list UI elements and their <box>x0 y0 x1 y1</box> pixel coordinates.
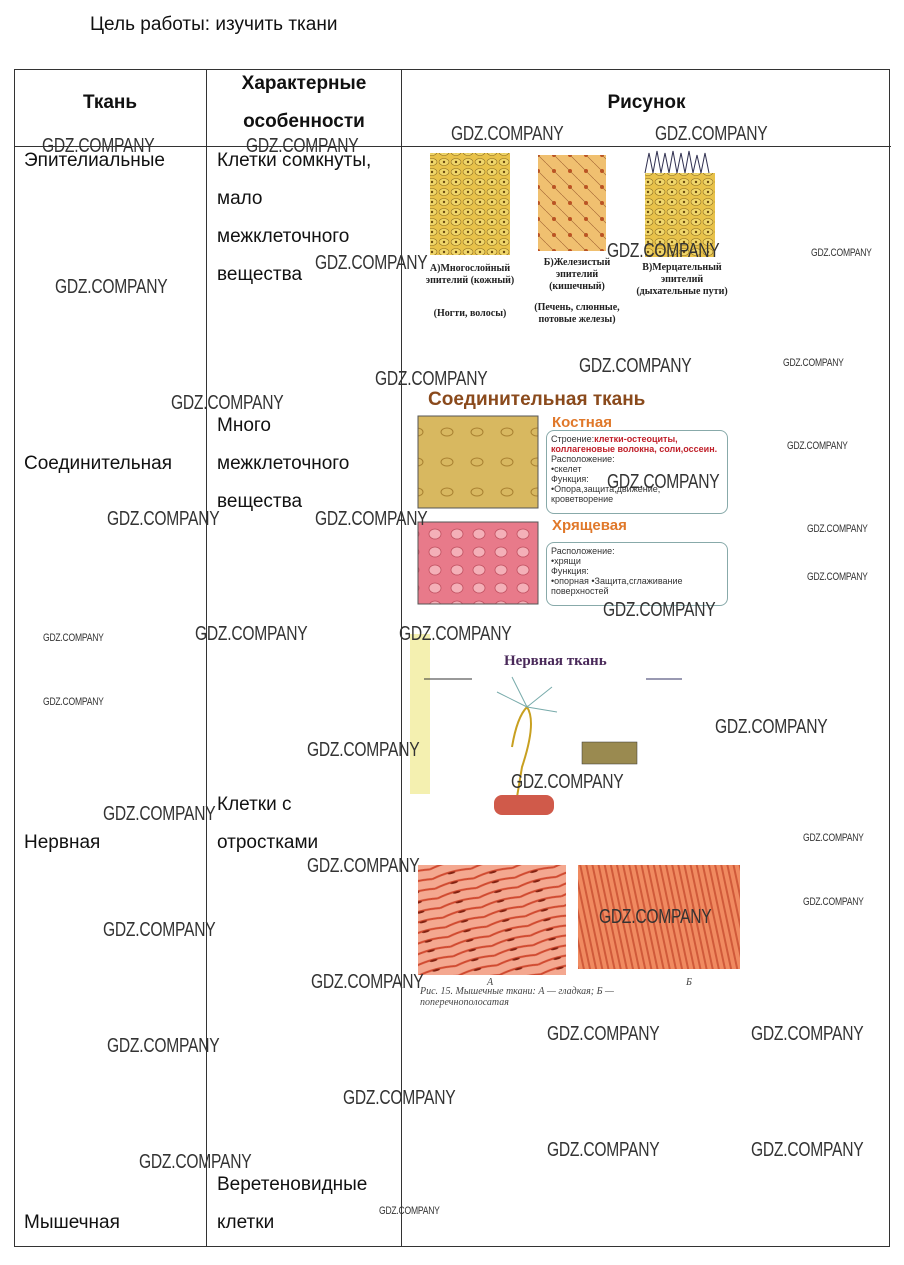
watermark: GDZ.COMPANY <box>399 623 512 645</box>
value: •опорная •Защита,сглаживание поверхносте… <box>551 576 683 596</box>
figure-letter: А <box>487 977 494 988</box>
striated-muscle-image <box>578 865 740 969</box>
epithelium-image <box>430 153 510 255</box>
watermark: GDZ.COMPANY <box>311 971 424 993</box>
bone-image <box>417 415 539 509</box>
tissue-feature: Клетки сомкнуты, мало межклеточного веще… <box>217 150 372 285</box>
watermark: GDZ.COMPANY <box>451 123 564 145</box>
watermark: GDZ.COMPANY <box>103 803 216 825</box>
watermark: GDZ.COMPANY <box>315 252 428 274</box>
epithelium-image <box>645 173 715 257</box>
watermark: GDZ.COMPANY <box>379 1205 440 1217</box>
watermark: GDZ.COMPANY <box>607 471 720 493</box>
watermark: GDZ.COMPANY <box>103 919 216 941</box>
figure-note: (Печень, слюнные, потовые железы) <box>534 302 620 325</box>
column-divider <box>401 69 402 1247</box>
value: •скелет <box>551 464 582 474</box>
epithelium-image <box>538 155 606 251</box>
watermark: GDZ.COMPANY <box>55 276 168 298</box>
watermark: GDZ.COMPANY <box>783 357 844 369</box>
figure-caption: Рис. 15. Мышечные ткани: А — гладкая; Б … <box>420 986 614 1008</box>
watermark: GDZ.COMPANY <box>603 599 716 621</box>
header-cell: Характерные особенности <box>241 73 367 132</box>
tissue-name: Эпителиальные <box>24 150 165 171</box>
figure-caption: Б)Железистый эпителий (кишечный) <box>543 257 611 292</box>
nerve-title: Нервная ткань <box>504 653 607 669</box>
watermark: GDZ.COMPANY <box>607 240 720 262</box>
cartilage-box: Расположение: •хрящи Функция: •опорная •… <box>546 542 728 606</box>
watermark: GDZ.COMPANY <box>246 135 359 157</box>
watermark: GDZ.COMPANY <box>807 571 868 583</box>
label: Расположение: <box>551 546 615 556</box>
tissue-name: Соединительная <box>24 453 173 474</box>
nerve-bg <box>410 634 430 794</box>
watermark: GDZ.COMPANY <box>375 368 488 390</box>
watermark: GDZ.COMPANY <box>107 1035 220 1057</box>
value: •Опора,защита,движение, кроветворение <box>551 484 661 504</box>
value: клетки-остеоциты, коллагеновые волокна, … <box>551 434 718 454</box>
figure-letter: Б <box>686 977 692 988</box>
watermark: GDZ.COMPANY <box>43 696 104 708</box>
watermark: GDZ.COMPANY <box>307 739 420 761</box>
header-divider <box>14 146 891 147</box>
watermark: GDZ.COMPANY <box>171 392 284 414</box>
tissue-feature: Много межклеточного вещества <box>217 415 350 512</box>
watermark: GDZ.COMPANY <box>343 1087 456 1109</box>
watermark: GDZ.COMPANY <box>751 1023 864 1045</box>
tissue-feature: Клетки с отростками <box>217 794 319 853</box>
bone-title: Костная <box>552 414 612 431</box>
watermark: GDZ.COMPANY <box>107 508 220 530</box>
smooth-muscle-image <box>418 865 566 975</box>
header-cell: Ткань <box>82 92 138 113</box>
watermark: GDZ.COMPANY <box>599 906 712 928</box>
watermark: GDZ.COMPANY <box>715 716 828 738</box>
watermark: GDZ.COMPANY <box>42 135 155 157</box>
watermark: GDZ.COMPANY <box>803 896 864 908</box>
watermark: GDZ.COMPANY <box>195 623 308 645</box>
tissue-name: Нервная <box>24 832 101 853</box>
tissue-feature: Веретеновидные клетки <box>217 1174 368 1233</box>
watermark: GDZ.COMPANY <box>787 440 848 452</box>
watermark: GDZ.COMPANY <box>547 1139 660 1161</box>
figure-caption: А)Многослойный эпителий (кожный) <box>425 263 515 286</box>
connective-title: Соединительная ткань <box>428 389 646 410</box>
column-divider <box>206 69 207 1247</box>
watermark: GDZ.COMPANY <box>43 632 104 644</box>
watermark: GDZ.COMPANY <box>803 832 864 844</box>
figure-note: (Ногти, волосы) <box>433 308 507 319</box>
label: Функция: <box>551 566 589 576</box>
watermark: GDZ.COMPANY <box>579 355 692 377</box>
watermark: GDZ.COMPANY <box>511 771 624 793</box>
illustrations <box>410 150 740 975</box>
value: •хрящи <box>551 556 581 566</box>
tissue-name: Мышечная <box>24 1212 120 1233</box>
heading: Цель работы: изучить ткани <box>90 14 338 35</box>
label: Расположение: <box>551 454 615 464</box>
label: Функция: <box>551 474 589 484</box>
bone-box: Строение:клетки-остеоциты, коллагеновые … <box>546 430 728 514</box>
cartilage-image <box>417 521 539 605</box>
label: Строение: <box>551 434 595 444</box>
watermark: GDZ.COMPANY <box>811 247 872 259</box>
table-frame <box>14 69 890 1247</box>
watermark: GDZ.COMPANY <box>139 1151 252 1173</box>
watermark: GDZ.COMPANY <box>751 1139 864 1161</box>
cartilage-title: Хрящевая <box>552 517 627 534</box>
watermark: GDZ.COMPANY <box>807 523 868 535</box>
header-cell: Рисунок <box>607 92 686 113</box>
watermark: GDZ.COMPANY <box>655 123 768 145</box>
figure-caption: В)Мерцательный эпителий (дыхательные пут… <box>636 262 728 297</box>
watermark: GDZ.COMPANY <box>547 1023 660 1045</box>
watermark: GDZ.COMPANY <box>307 855 420 877</box>
watermark: GDZ.COMPANY <box>315 508 428 530</box>
